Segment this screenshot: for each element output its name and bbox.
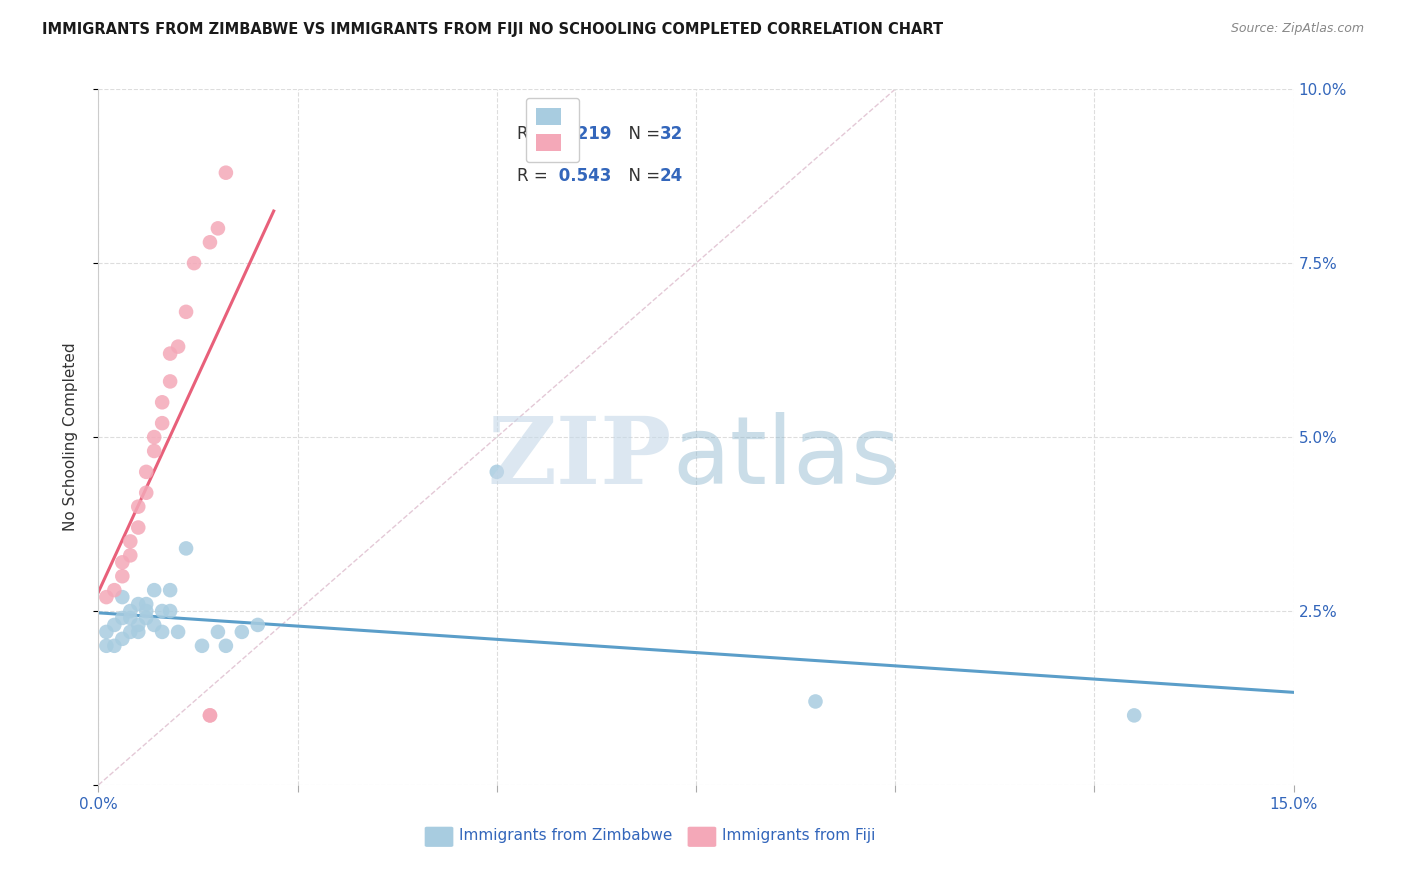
Point [174,305,197,319]
Point [215,639,238,653]
Point [804,694,827,708]
Text: N =: N = [619,126,665,144]
Point [103,639,125,653]
Point [96,590,118,604]
Text: 32: 32 [661,126,683,144]
Y-axis label: No Schooling Completed: No Schooling Completed [63,343,77,532]
Text: ZIP: ZIP [488,413,672,503]
Point [485,465,508,479]
Point [231,624,253,639]
Point [167,340,190,354]
Text: -0.219: -0.219 [553,126,612,144]
Point [198,708,221,723]
Point [135,465,157,479]
Point [159,346,181,360]
Text: Source: ZipAtlas.com: Source: ZipAtlas.com [1230,22,1364,36]
Point [159,375,181,389]
Point [103,583,125,598]
Point [127,500,149,514]
Point [143,430,166,444]
Text: Immigrants from Fiji: Immigrants from Fiji [723,828,876,843]
Point [150,624,173,639]
Point [135,485,157,500]
Text: R =: R = [517,126,553,144]
Point [111,555,134,569]
Point [127,597,149,611]
Point [215,166,238,180]
Text: IMMIGRANTS FROM ZIMBABWE VS IMMIGRANTS FROM FIJI NO SCHOOLING COMPLETED CORRELAT: IMMIGRANTS FROM ZIMBABWE VS IMMIGRANTS F… [42,22,943,37]
Text: 24: 24 [661,167,683,186]
Point [207,221,229,235]
Point [159,604,181,618]
Point [1123,708,1146,723]
Point [150,604,173,618]
Point [135,604,157,618]
FancyBboxPatch shape [688,827,716,847]
Point [111,569,134,583]
Text: Immigrants from Zimbabwe: Immigrants from Zimbabwe [460,828,672,843]
Text: R =: R = [517,167,553,186]
Point [135,611,157,625]
Point [96,624,118,639]
Point [135,597,157,611]
Point [127,520,149,534]
Point [167,624,190,639]
Legend: , : , [526,97,579,162]
Point [127,618,149,632]
Point [191,639,214,653]
FancyBboxPatch shape [425,827,453,847]
Point [120,624,142,639]
Point [150,395,173,409]
Point [183,256,205,270]
Point [198,708,221,723]
Point [111,611,134,625]
Text: N =: N = [619,167,665,186]
Point [120,604,142,618]
Point [159,583,181,598]
Point [143,583,166,598]
Point [103,618,125,632]
Point [120,549,142,563]
Point [143,618,166,632]
Point [120,611,142,625]
Point [111,590,134,604]
Text: atlas: atlas [672,412,900,504]
Point [127,624,149,639]
Text: 0.543: 0.543 [553,167,612,186]
Point [198,235,221,250]
Point [174,541,197,556]
Point [111,632,134,646]
Point [150,416,173,430]
Point [96,639,118,653]
Point [120,534,142,549]
Point [246,618,269,632]
Point [143,444,166,458]
Point [207,624,229,639]
